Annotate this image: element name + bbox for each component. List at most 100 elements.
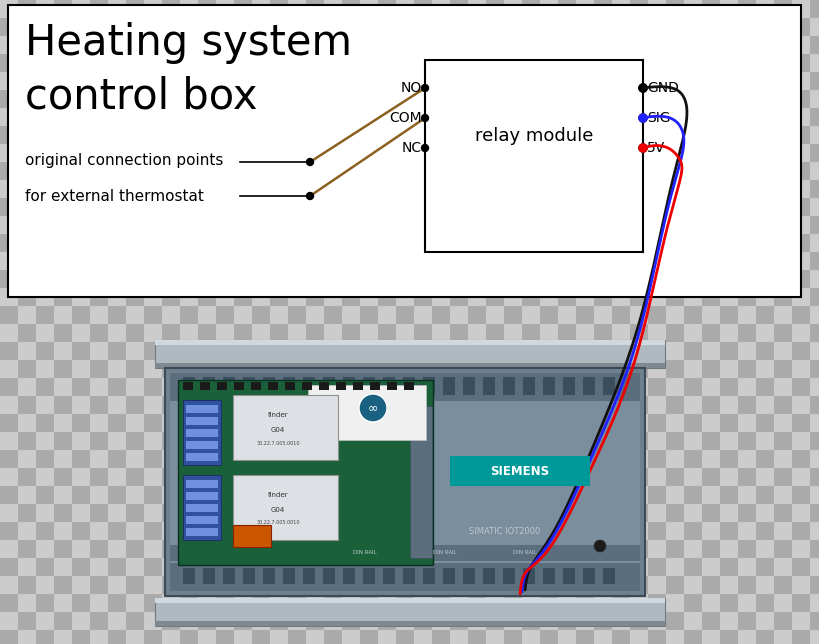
Bar [36,18,54,36]
Bar [396,198,414,216]
Bar [522,216,540,234]
Bar [72,468,90,486]
Bar [215,180,233,198]
Bar [755,594,773,612]
Bar [305,486,324,504]
Bar [540,126,557,144]
Bar [54,594,72,612]
Bar [755,252,773,270]
Bar [611,162,629,180]
Bar [72,612,90,630]
Bar [701,36,719,54]
Bar [180,0,197,18]
Bar [486,36,504,54]
Bar [162,324,180,342]
Bar [215,630,233,644]
Bar [183,382,192,390]
Bar [287,360,305,378]
Bar [144,342,162,360]
Bar [791,504,809,522]
Bar [180,144,197,162]
Bar [18,414,36,432]
Bar [504,396,522,414]
Bar [378,342,396,360]
Circle shape [306,193,313,200]
Bar [809,486,819,504]
Bar [809,54,819,72]
Bar [683,342,701,360]
Bar [809,180,819,198]
Bar [414,18,432,36]
Bar [791,306,809,324]
Bar [144,612,162,630]
Bar [593,72,611,90]
Bar [468,144,486,162]
Bar [269,450,287,468]
Bar [593,288,611,306]
Bar [378,54,396,72]
Bar [360,288,378,306]
Bar [575,576,593,594]
Bar [396,306,414,324]
Bar [414,486,432,504]
Bar [90,324,108,342]
Bar [215,504,233,522]
Bar [126,360,144,378]
Bar [396,630,414,644]
Bar [269,486,287,504]
Bar [737,414,755,432]
Bar [378,576,396,594]
Bar [108,630,126,644]
Bar [342,568,355,584]
Bar [0,126,18,144]
Bar [342,486,360,504]
Bar [414,126,432,144]
Bar [486,162,504,180]
Bar [108,324,126,342]
Bar [197,216,215,234]
Bar [773,90,791,108]
Bar [755,306,773,324]
Bar [155,598,664,603]
Bar [593,18,611,36]
Bar [809,630,819,644]
Bar [522,450,540,468]
Bar [126,504,144,522]
Bar [593,0,611,18]
Bar [242,568,255,584]
Bar [180,522,197,540]
Bar [197,252,215,270]
Text: 5V: 5V [646,141,664,155]
Bar [575,468,593,486]
Bar [683,0,701,18]
Bar [683,558,701,576]
Bar [233,450,251,468]
Bar [324,216,342,234]
Bar [287,108,305,126]
Bar [683,594,701,612]
Bar [18,504,36,522]
Bar [809,108,819,126]
Bar [203,377,215,395]
Bar [432,378,450,396]
Bar [287,414,305,432]
Bar [378,126,396,144]
Bar [162,558,180,576]
Bar [719,72,737,90]
Bar [701,198,719,216]
Bar [450,126,468,144]
Bar [36,594,54,612]
Bar [90,486,108,504]
Bar [126,342,144,360]
Bar [126,468,144,486]
Bar [54,144,72,162]
Bar [540,540,557,558]
Bar [414,306,432,324]
Bar [593,396,611,414]
Bar [305,324,324,342]
Bar [486,360,504,378]
Bar [378,234,396,252]
Bar [773,324,791,342]
Bar [180,432,197,450]
Bar [186,492,218,500]
